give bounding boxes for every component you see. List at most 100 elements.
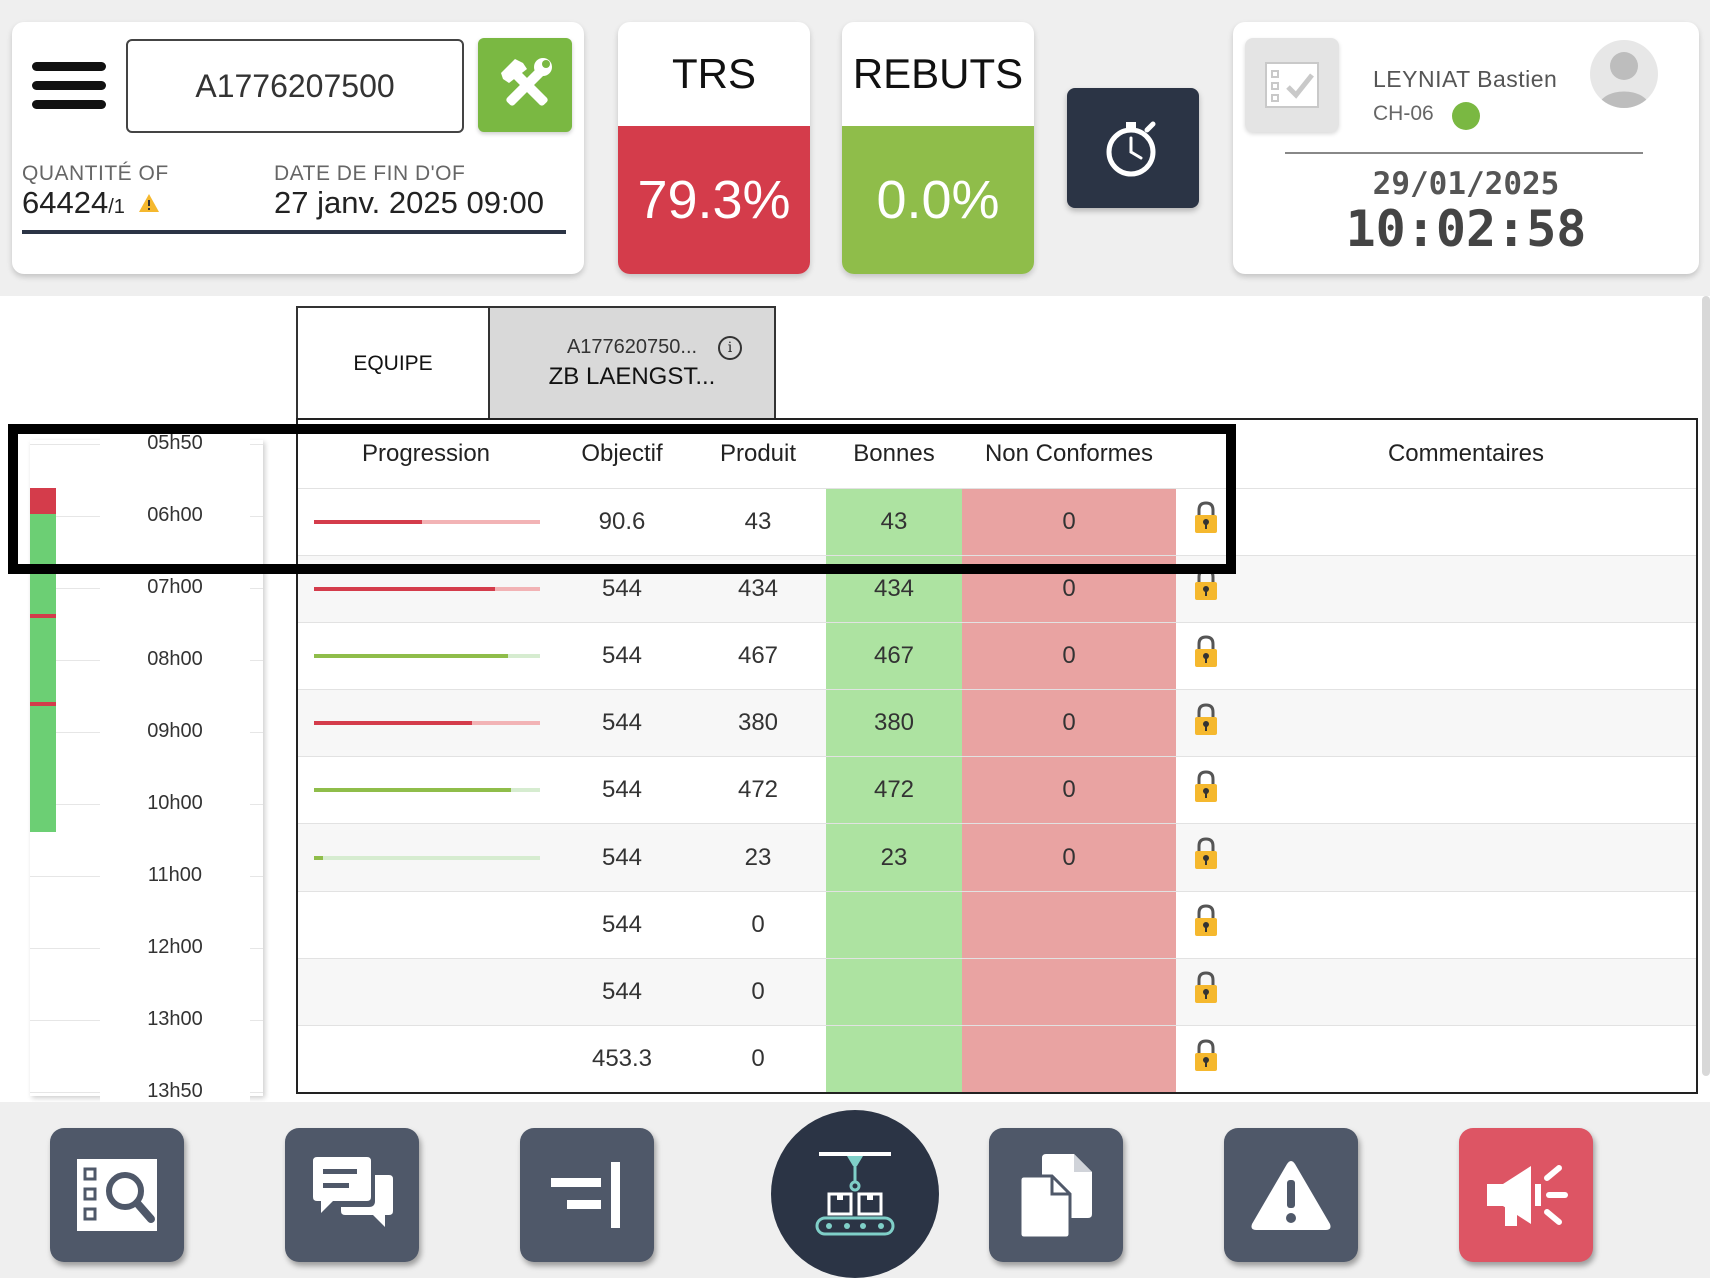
non-conformes-cell: 0	[962, 689, 1176, 757]
objectif-cell: 544	[554, 890, 690, 959]
timeline-panel: 05h50 06h00 07h00 08h00 09h00 10h00 11h00 12h00…	[30, 432, 263, 1103]
messages-button[interactable]	[285, 1128, 419, 1262]
header-lock	[1176, 420, 1236, 488]
objectif-cell: 90.6	[554, 487, 690, 556]
lock-cell[interactable]	[1176, 957, 1236, 1026]
quantity-suffix: /1	[108, 196, 125, 218]
lock-cell[interactable]	[1176, 1024, 1236, 1092]
progress-cell	[298, 756, 554, 824]
checklist-button[interactable]	[1245, 38, 1339, 132]
bonnes-cell: 43	[826, 487, 962, 556]
lock-icon[interactable]	[1193, 770, 1219, 804]
avatar[interactable]	[1590, 40, 1658, 108]
tab-of-code: A177620750...	[566, 335, 698, 358]
table-row[interactable]: 544 467 467 0	[298, 621, 1696, 690]
table-row[interactable]: 544 0	[298, 890, 1696, 959]
align-right-icon	[551, 1162, 620, 1228]
lock-cell[interactable]	[1176, 890, 1236, 959]
table-row[interactable]: 544 0	[298, 957, 1696, 1026]
progress-bar	[314, 519, 540, 524]
lock-cell[interactable]	[1176, 621, 1236, 690]
tools-button[interactable]	[478, 38, 572, 132]
comment-cell[interactable]	[1236, 890, 1696, 959]
lock-icon[interactable]	[1193, 501, 1219, 535]
production-line-button[interactable]	[771, 1110, 939, 1278]
timeline-label: 11h00	[100, 864, 250, 887]
produit-cell: 43	[690, 487, 826, 556]
comment-cell[interactable]	[1236, 554, 1696, 623]
progress-bar	[314, 721, 540, 726]
user-card: LEYNIAT Bastien CH-06 29/01/2025 10:02:5…	[1233, 22, 1699, 274]
header-non-conformes: Non Conformes	[984, 439, 1154, 467]
timeline-label: 12h00	[100, 936, 250, 959]
production-table: Progression Objectif Produit Bonnes Non …	[298, 420, 1696, 1092]
comment-cell[interactable]	[1236, 1024, 1696, 1092]
lock-cell[interactable]	[1176, 554, 1236, 623]
end-date-value: 27 janv. 2025 09:00	[274, 185, 545, 220]
non-conformes-cell: 0	[962, 756, 1176, 824]
timeline-segment	[30, 514, 56, 832]
table-row[interactable]: 544 472 472 0	[298, 756, 1696, 824]
lock-icon[interactable]	[1193, 837, 1219, 871]
warning-button[interactable]	[1224, 1128, 1358, 1262]
comment-cell[interactable]	[1236, 957, 1696, 1026]
lock-icon[interactable]	[1193, 1039, 1219, 1073]
comment-cell[interactable]	[1236, 756, 1696, 824]
lock-cell[interactable]	[1176, 487, 1236, 556]
lock-cell[interactable]	[1176, 689, 1236, 757]
bonnes-cell	[826, 957, 962, 1026]
warning-small-icon	[138, 194, 159, 212]
lock-icon[interactable]	[1193, 635, 1219, 669]
lock-icon[interactable]	[1193, 904, 1219, 938]
align-button[interactable]	[520, 1128, 654, 1262]
trs-value: 79.3%	[618, 126, 810, 274]
chat-icon	[313, 1157, 393, 1227]
alert-button[interactable]	[1459, 1128, 1593, 1262]
timeline-label: 05h50	[100, 432, 250, 455]
trs-kpi-card[interactable]: TRS 79.3%	[618, 22, 810, 274]
inspection-button[interactable]	[50, 1128, 184, 1262]
progress-cell	[298, 1024, 554, 1092]
lock-cell[interactable]	[1176, 823, 1236, 892]
scrollbar[interactable]	[1702, 296, 1710, 1076]
table-row[interactable]: 544 434 434 0	[298, 554, 1696, 623]
stopwatch-button[interactable]	[1067, 88, 1199, 208]
rebuts-value: 0.0%	[842, 126, 1034, 274]
comment-cell[interactable]	[1236, 823, 1696, 892]
documents-button[interactable]	[989, 1128, 1123, 1262]
current-date: 29/01/2025	[1372, 166, 1560, 202]
info-icon[interactable]: i	[718, 336, 742, 360]
end-date-label: DATE DE FIN D'OF	[274, 162, 466, 185]
lock-icon[interactable]	[1193, 703, 1219, 737]
menu-hamburger-icon[interactable]	[32, 62, 106, 118]
timeline-label: 13h50	[100, 1080, 250, 1103]
lock-cell[interactable]	[1176, 756, 1236, 824]
non-conformes-cell	[962, 1024, 1176, 1092]
quantity-label: QUANTITÉ OF	[22, 162, 169, 185]
comment-cell[interactable]	[1236, 689, 1696, 757]
header-bonnes: Bonnes	[853, 439, 935, 467]
table-row[interactable]: 90.6 43 43 0	[298, 487, 1696, 556]
rebuts-kpi-card[interactable]: REBUTS 0.0%	[842, 22, 1034, 274]
progress-bar	[314, 855, 540, 860]
bonnes-cell: 472	[826, 756, 962, 824]
header-progression: Progression	[361, 439, 491, 467]
comment-cell[interactable]	[1236, 487, 1696, 556]
non-conformes-cell: 0	[962, 621, 1176, 690]
tab-of[interactable]: A177620750... ZB LAENGST... i	[490, 306, 776, 420]
progress-cell	[298, 554, 554, 623]
timeline-segment	[30, 702, 56, 706]
objectif-cell: 544	[554, 823, 690, 892]
user-station: CH-06	[1373, 102, 1434, 125]
table-row[interactable]: 544 23 23 0	[298, 823, 1696, 892]
lock-icon[interactable]	[1193, 971, 1219, 1005]
of-number-field[interactable]: A1776207500	[126, 39, 464, 133]
documents-icon	[1018, 1154, 1092, 1240]
comment-cell[interactable]	[1236, 621, 1696, 690]
objectif-cell: 544	[554, 756, 690, 824]
tab-equipe[interactable]: EQUIPE	[296, 306, 490, 420]
of-card: A1776207500 QUANTITÉ OF 64424/1 DATE DE …	[12, 22, 584, 274]
table-row[interactable]: 453.3 0	[298, 1024, 1696, 1092]
table-row[interactable]: 544 380 380 0	[298, 689, 1696, 757]
lock-icon[interactable]	[1193, 568, 1219, 602]
